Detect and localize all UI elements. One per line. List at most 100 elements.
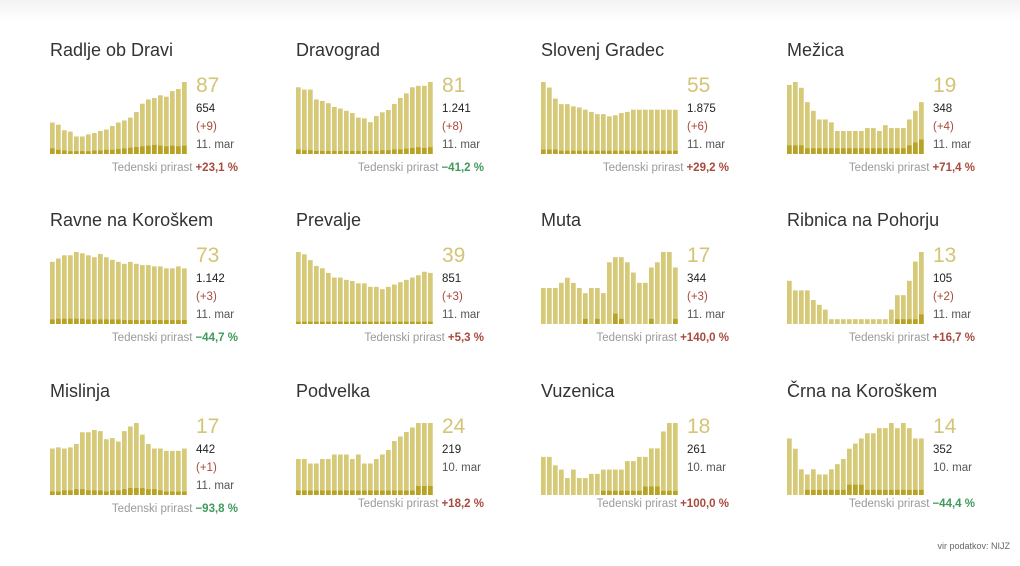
card-vuzenica: Vuzenica 18 261 10. mar Tedenski prirast… [541,381,771,541]
bar-daily [649,150,654,154]
card-mezica: Mežica 19 348 (+4) 11. mar Tedenski prir… [787,40,1017,200]
bar [416,275,421,324]
bar-daily [350,490,355,495]
bar [847,448,852,495]
bar-daily [80,151,85,154]
card-ravne-na-koroskem: Ravne na Koroškem 73 1.142 (+3) 11. mar … [50,210,280,370]
bar [62,255,67,324]
top-shadow-bar [0,0,1020,22]
bar [655,448,660,495]
bar [865,128,870,154]
bar [86,432,91,495]
bar-daily [80,318,85,324]
data-source-note: vir podatkov: NIJZ [937,541,1010,551]
bar-daily [182,491,187,495]
bar [673,109,678,154]
bar-daily [326,490,331,495]
bar-daily [296,321,301,324]
bar [589,288,594,324]
bar [122,120,127,154]
bar [577,478,582,495]
bar-daily [98,490,103,495]
card-title: Ravne na Koroškem [50,210,214,230]
bar-daily [62,318,67,324]
bar [422,423,427,495]
bar-daily [901,319,906,324]
weekly-count: 17 [687,244,711,267]
bar-daily [386,490,391,495]
bar [146,443,151,495]
date-label: 11. mar [687,139,726,151]
bar [871,128,876,154]
bar [877,428,882,495]
bar [398,97,403,154]
bar-daily [907,319,912,324]
bar [50,122,55,154]
bar [583,478,588,495]
bar [410,277,415,324]
total-count: 1.875 [687,103,716,115]
bar-daily [344,321,349,324]
bar [625,262,630,324]
bar [314,463,319,495]
bar [877,319,882,324]
bar [667,423,672,495]
bar [631,272,636,324]
bar-daily [332,150,337,154]
bar-daily [667,490,672,495]
bar-daily [104,491,109,495]
bar [601,114,606,154]
total-count: 1.142 [196,273,225,285]
date-label: 11. mar [442,309,481,321]
bar [314,99,319,154]
bar-daily [422,486,427,495]
bar [392,441,397,495]
bar-daily [308,321,313,324]
bar-chart [50,423,187,495]
bar [86,134,91,154]
daily-delta: (+9) [196,121,217,133]
bar-chart [541,252,678,324]
bar [110,438,115,495]
bar-daily [619,490,624,495]
bar [134,423,139,495]
bar-daily [356,490,361,495]
bar [74,136,79,154]
total-count: 654 [196,103,216,115]
bar [122,431,127,495]
bar [577,288,582,324]
bar [62,130,67,154]
bar [805,290,810,324]
bar [128,261,133,324]
bar [841,130,846,154]
bar [404,432,409,495]
bar [422,85,427,154]
bar [380,289,385,324]
bar [164,450,169,495]
bar [637,109,642,154]
bar [110,126,115,154]
bar-daily [673,150,678,154]
bar [661,109,666,154]
bar [577,107,582,154]
bar [338,108,343,154]
bar [841,319,846,324]
bar [661,252,666,324]
bar-daily [110,149,115,154]
total-count: 348 [933,103,953,115]
bar-daily [116,490,121,495]
bar-daily [907,145,912,154]
bar-daily [625,150,630,154]
bar [368,463,373,495]
bar-daily [625,490,630,495]
bar-daily [859,148,864,154]
total-count: 344 [687,273,707,285]
bar-daily [56,149,61,154]
bar [110,259,115,324]
bar-daily [913,142,918,154]
bar [302,254,307,324]
bar-daily [428,147,433,154]
bar [398,282,403,324]
bar-daily [350,321,355,324]
bar [80,432,85,495]
